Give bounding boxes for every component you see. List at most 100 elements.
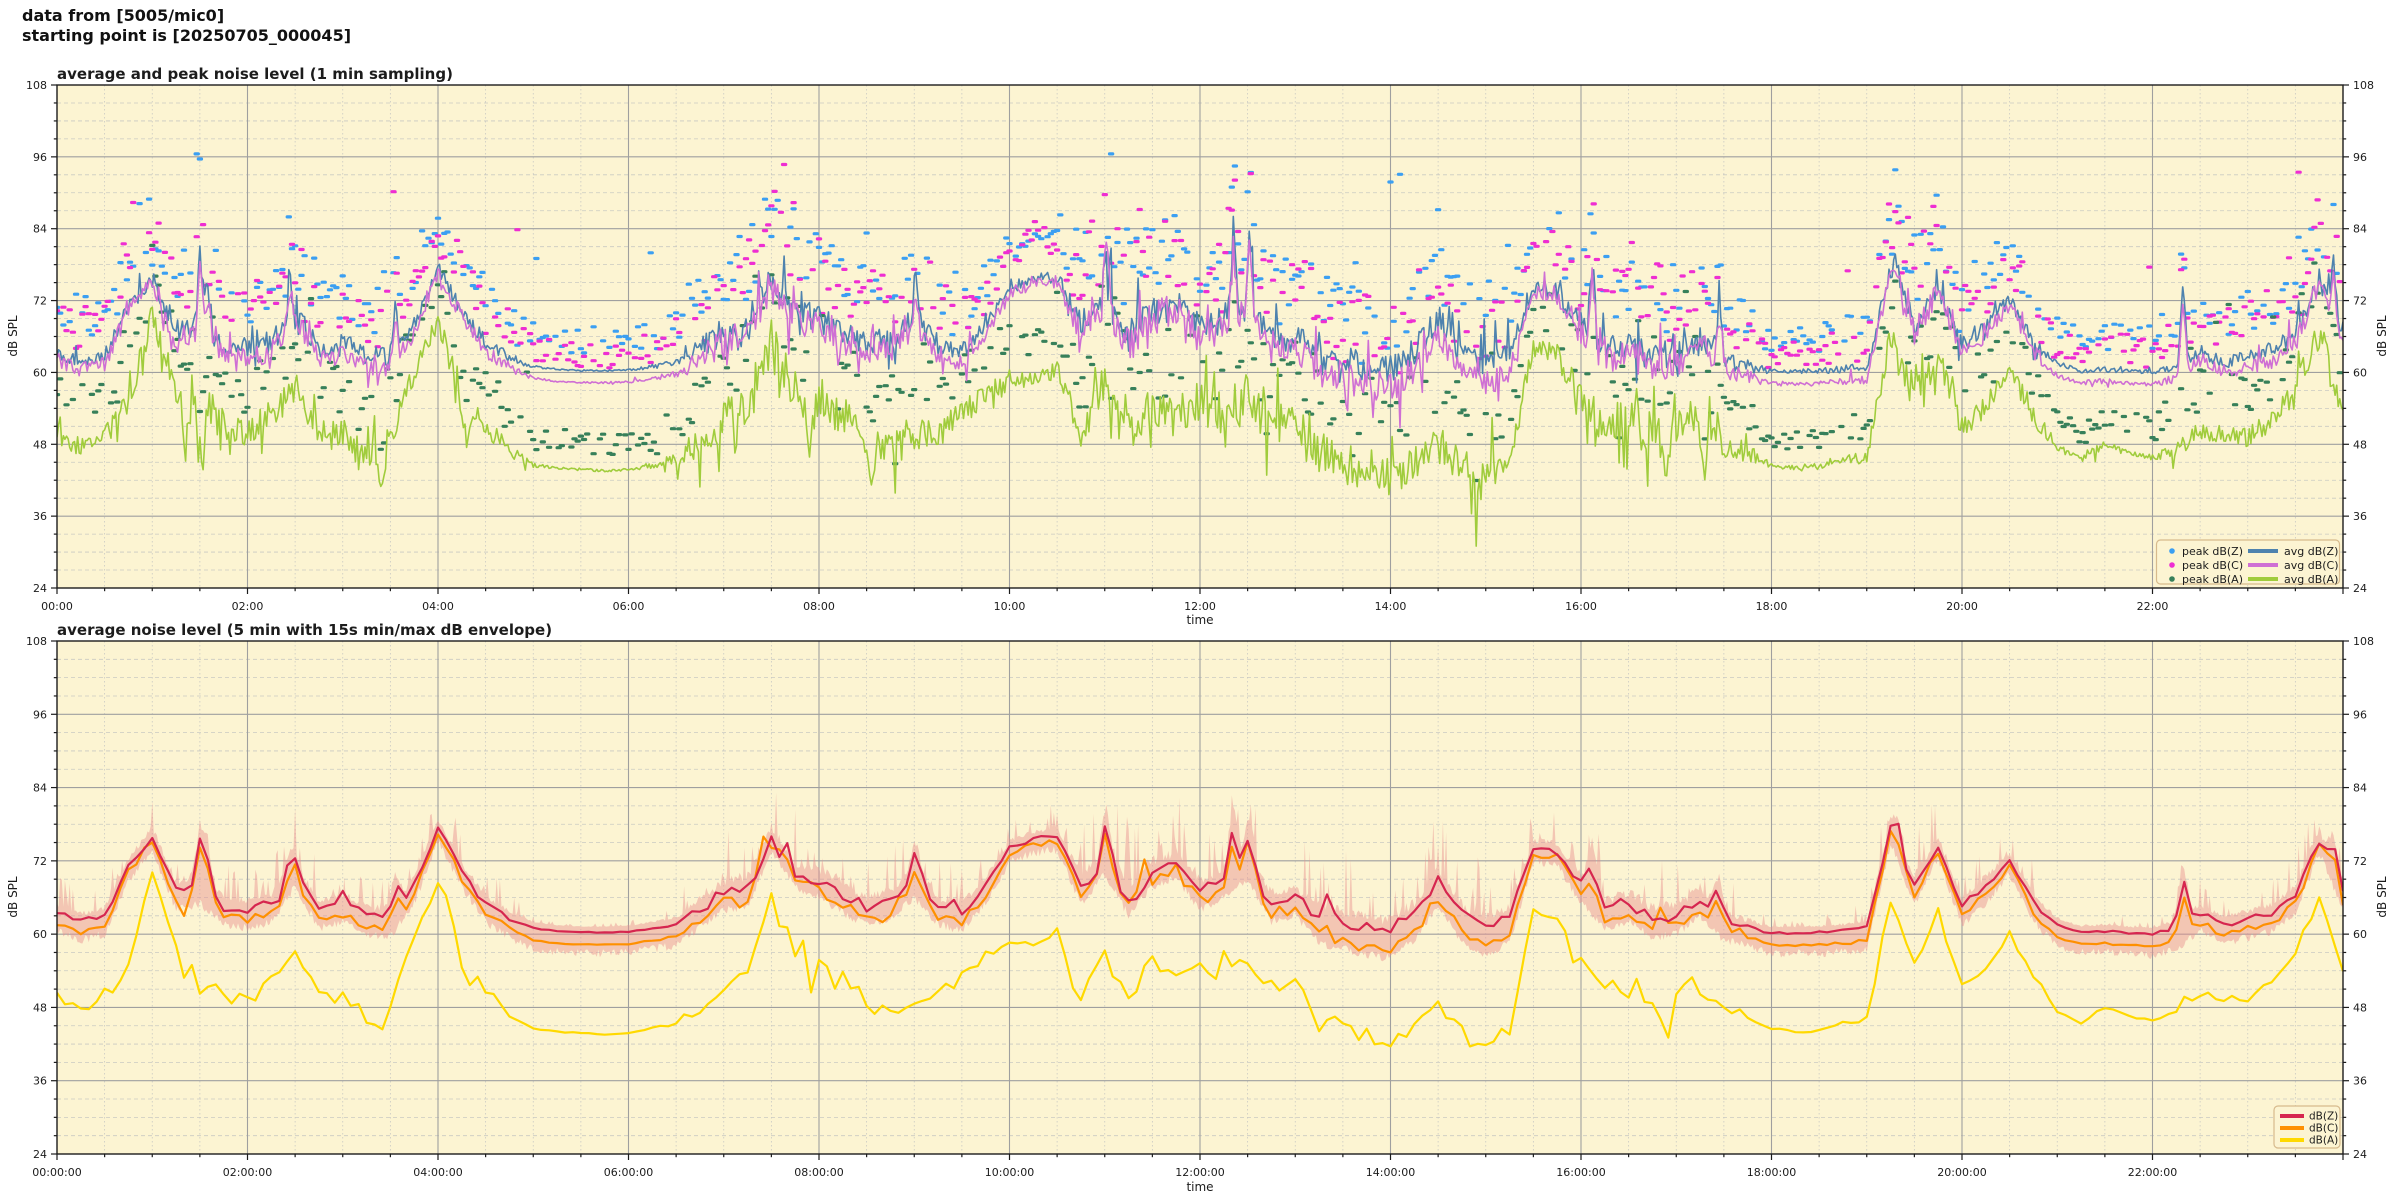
y-tick-label-left: 96 — [33, 708, 47, 721]
header-source-line: data from [5005/mic0] — [22, 6, 225, 25]
tick-labels: 00:00:00 02:00:00 04:00:00 06:00:00 08:00:00… — [26, 635, 2374, 1179]
x-tick-label: 04:00 — [422, 600, 454, 613]
top-chart-ylabel-right: dB SPL — [2375, 315, 2389, 357]
x-tick-label: 14:00 — [1375, 600, 1407, 613]
legend-label: avg dB(Z) — [2284, 545, 2338, 558]
y-tick-label-right: 24 — [2353, 582, 2367, 595]
y-tick-label-left: 24 — [33, 1148, 47, 1161]
y-tick-label-left: 36 — [33, 1075, 47, 1088]
legend-label: peak dB(A) — [2182, 573, 2243, 586]
bottom-chart-ylabel-left: dB SPL — [6, 876, 20, 918]
y-tick-label-left: 108 — [26, 79, 47, 92]
legend-marker-dot — [2169, 548, 2175, 554]
x-tick-label: 06:00 — [613, 600, 645, 613]
x-tick-label: 04:00:00 — [413, 1166, 462, 1179]
x-tick-label: 18:00:00 — [1747, 1166, 1796, 1179]
y-tick-label-left: 60 — [33, 928, 47, 941]
top-chart-avg-peak: 00:00 02:00 04:00 06:00 08:00 10:00 12:00 14:00… — [26, 79, 2374, 613]
x-tick-label: 14:00:00 — [1366, 1166, 1415, 1179]
legend-marker-dot — [2169, 576, 2175, 582]
legend-box — [2155, 539, 2341, 585]
y-tick-label-right: 96 — [2353, 708, 2367, 721]
top-chart-title: average and peak noise level (1 min samp… — [57, 65, 453, 83]
x-tick-label: 00:00 — [41, 600, 73, 613]
x-tick-label: 10:00:00 — [985, 1166, 1034, 1179]
y-tick-label-right: 84 — [2353, 223, 2367, 236]
y-tick-label-left: 108 — [26, 635, 47, 648]
header: data from [5005/mic0] starting point is … — [22, 6, 351, 45]
x-tick-label: 16:00 — [1565, 600, 1597, 613]
dbz-line — [57, 822, 2343, 936]
x-tick-label: 20:00 — [1946, 600, 1978, 613]
top-chart-ylabel-left: dB SPL — [6, 315, 20, 357]
y-tick-label-right: 48 — [2353, 1001, 2367, 1014]
top-chart-data — [57, 152, 2343, 547]
legend-label: dB(C) — [2309, 1123, 2338, 1135]
x-tick-label: 02:00 — [232, 600, 264, 613]
top-chart-legend: peak dB(Z) avg dB(Z) peak dB(C) avg dB(C) pe… — [2155, 539, 2341, 586]
legend-label: peak dB(C) — [2182, 559, 2243, 572]
x-tick-label: 22:00:00 — [2128, 1166, 2177, 1179]
y-tick-label-right: 108 — [2353, 635, 2374, 648]
x-tick-label: 08:00:00 — [794, 1166, 843, 1179]
bottom-chart-envelope: 00:00:00 02:00:00 04:00:00 06:00:00 08:00:00… — [26, 635, 2374, 1179]
bottom-chart-data — [57, 792, 2343, 1048]
x-tick-label: 16:00:00 — [1556, 1166, 1605, 1179]
bottom-chart-legend: dB(Z)dB(C)dB(A) — [2273, 1105, 2341, 1149]
x-tick-label: 02:00:00 — [223, 1166, 272, 1179]
avg-dba-line — [57, 306, 2343, 547]
bottom-chart-xlabel: time — [1186, 1180, 1213, 1194]
y-tick-label-left: 72 — [33, 295, 47, 308]
x-tick-label: 00:00:00 — [32, 1166, 81, 1179]
dba-line — [57, 871, 2343, 1048]
y-tick-label-right: 60 — [2353, 928, 2367, 941]
avg-dbz-line — [57, 215, 2343, 384]
dbc-line — [57, 830, 2343, 954]
legend-marker-dot — [2169, 562, 2175, 568]
legend-label: dB(A) — [2309, 1135, 2338, 1147]
bottom-chart-title: average noise level (5 min with 15s min/… — [57, 621, 552, 639]
tick-labels: 00:00 02:00 04:00 06:00 08:00 10:00 12:00 14:00… — [26, 79, 2374, 613]
y-tick-label-left: 72 — [33, 855, 47, 868]
top-chart-xlabel: time — [1186, 613, 1213, 627]
x-tick-label: 12:00 — [1184, 600, 1216, 613]
avg-dbc-line — [57, 235, 2343, 429]
y-tick-label-left: 48 — [33, 438, 47, 451]
y-tick-label-left: 84 — [33, 782, 47, 795]
x-tick-label: 08:00 — [803, 600, 835, 613]
y-tick-label-right: 72 — [2353, 855, 2367, 868]
y-tick-label-right: 36 — [2353, 510, 2367, 523]
y-tick-label-left: 84 — [33, 223, 47, 236]
y-tick-label-right: 108 — [2353, 79, 2374, 92]
legend-label: avg dB(C) — [2284, 559, 2339, 572]
grid — [57, 85, 2343, 588]
header-start-line: starting point is [20250705_000045] — [22, 25, 352, 45]
y-tick-label-left: 24 — [33, 582, 47, 595]
y-tick-label-right: 72 — [2353, 295, 2367, 308]
y-tick-label-left: 48 — [33, 1001, 47, 1014]
tick-marks — [51, 640, 2349, 1160]
y-tick-label-right: 96 — [2353, 151, 2367, 164]
bottom-chart-ylabel-right: dB SPL — [2375, 876, 2389, 918]
legend-label: peak dB(Z) — [2182, 545, 2243, 558]
peak-dbc-scatter — [57, 162, 2343, 375]
legend-label: avg dB(A) — [2284, 573, 2338, 586]
x-tick-label: 10:00 — [994, 600, 1026, 613]
y-tick-label-left: 60 — [33, 366, 47, 379]
x-tick-label: 18:00 — [1756, 600, 1788, 613]
grid — [57, 641, 2343, 1154]
y-tick-label-right: 36 — [2353, 1075, 2367, 1088]
tick-marks — [51, 84, 2349, 594]
y-tick-label-right: 48 — [2353, 438, 2367, 451]
y-tick-label-left: 36 — [33, 510, 47, 523]
x-tick-label: 06:00:00 — [604, 1166, 653, 1179]
x-tick-label: 22:00 — [2137, 600, 2169, 613]
legend-label: dB(Z) — [2309, 1111, 2338, 1123]
y-tick-label-right: 24 — [2353, 1148, 2367, 1161]
y-tick-label-left: 96 — [33, 151, 47, 164]
x-tick-label: 20:00:00 — [1937, 1166, 1986, 1179]
x-tick-label: 12:00:00 — [1175, 1166, 1224, 1179]
y-tick-label-right: 60 — [2353, 366, 2367, 379]
